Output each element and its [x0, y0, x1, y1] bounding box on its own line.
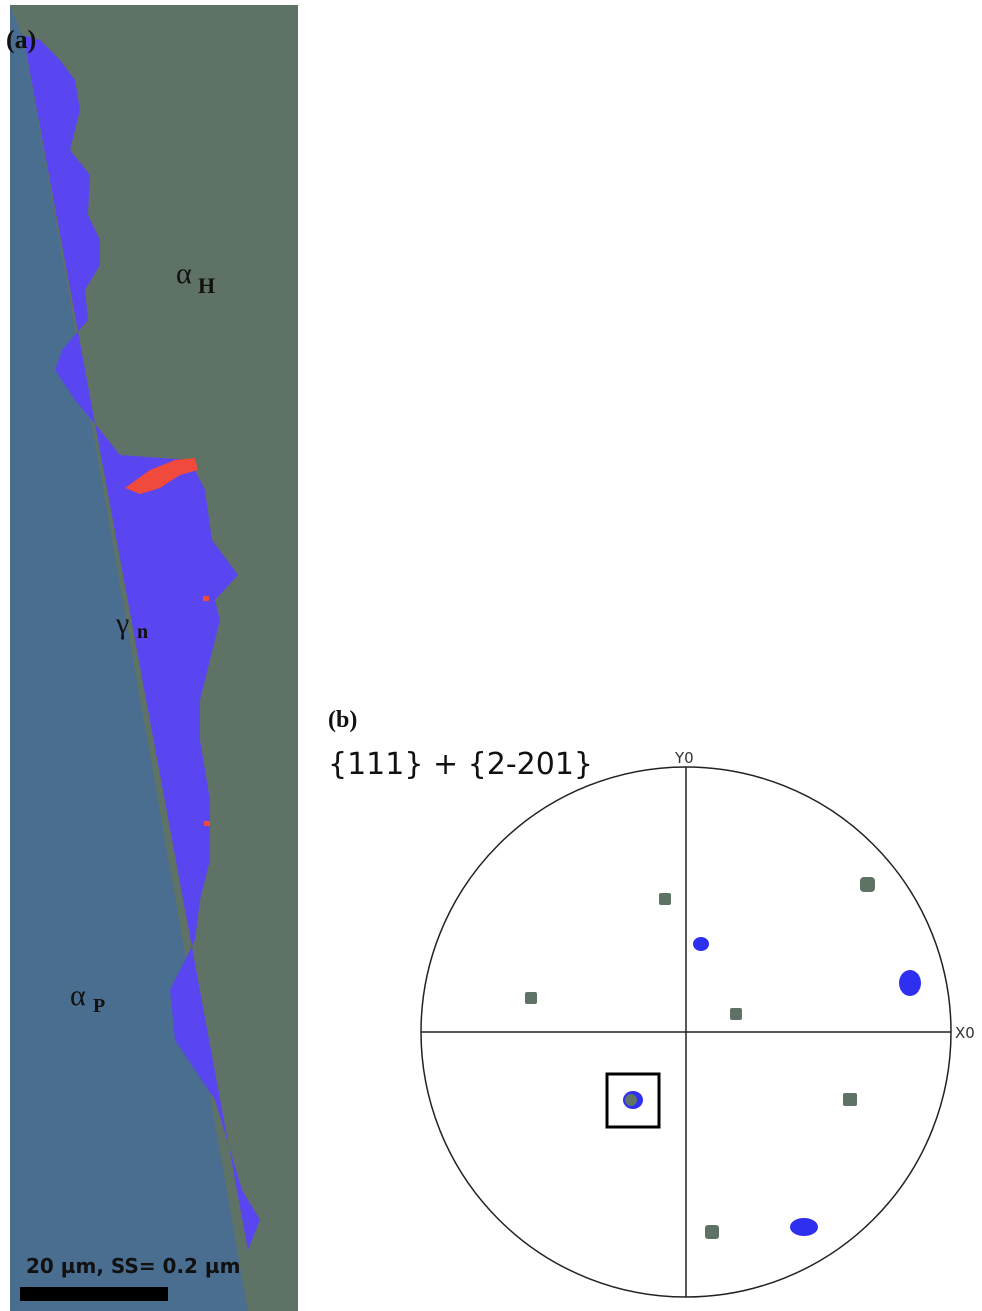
scale-bar-label: 20 µm, SS= 0.2 µm	[26, 1254, 241, 1278]
pole-figure-title: {111} + {2-201}	[328, 747, 593, 782]
pole-point	[525, 992, 537, 1004]
pole-point	[705, 1225, 719, 1239]
red-grain	[204, 821, 210, 826]
x-axis-label: X0	[955, 1024, 975, 1042]
pole-point	[659, 893, 671, 905]
pole-point	[843, 1093, 857, 1106]
pole-point	[730, 1008, 742, 1020]
y-axis-label: Y0	[674, 749, 694, 767]
highlight-box	[605, 1072, 661, 1129]
panel-label: (b)	[328, 707, 357, 733]
pole-point	[693, 937, 709, 951]
phase-subscript: P	[93, 995, 105, 1017]
scale-bar	[20, 1287, 168, 1301]
phase-symbol: γ	[115, 607, 129, 640]
pole-points-gamma	[623, 937, 921, 1236]
pole-point	[790, 1218, 818, 1236]
phase-subscript: n	[137, 621, 148, 643]
panel-label: (a)	[6, 25, 36, 54]
pole-points-alpha	[525, 877, 875, 1239]
red-grain	[203, 596, 209, 601]
pole-point	[860, 877, 875, 892]
phase-symbol: α	[176, 257, 192, 290]
pole-point	[899, 970, 921, 996]
pole-point	[625, 1094, 637, 1106]
phase-subscript: H	[198, 273, 215, 298]
gamma-region	[22, 35, 260, 1250]
red-grain	[125, 458, 198, 494]
phase-symbol: α	[70, 979, 86, 1012]
